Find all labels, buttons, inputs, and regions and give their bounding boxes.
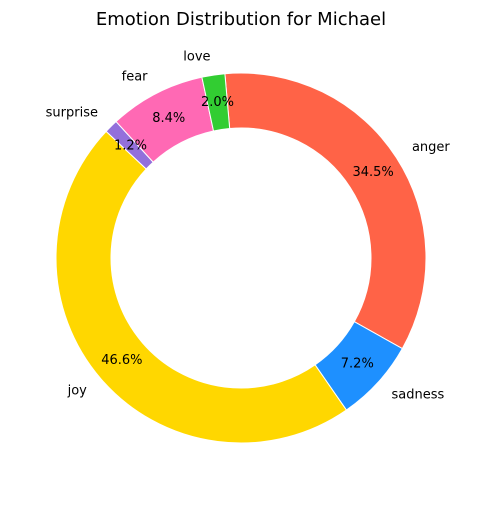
slice-percent-love: 2.0% — [201, 95, 234, 110]
slice-percent-sadness: 7.2% — [341, 356, 374, 371]
slice-label-fear: fear — [122, 70, 149, 85]
slice-labels: anger sadness joy surprise fear love — [46, 49, 451, 402]
slice-label-surprise: surprise — [46, 106, 98, 121]
slice-percent-labels: 34.5% 7.2% 46.6% 1.2% 8.4% 2.0% — [101, 95, 394, 371]
slice-label-sadness: sadness — [392, 387, 445, 402]
slice-anger — [224, 72, 427, 350]
slice-percent-surprise: 1.2% — [114, 139, 147, 154]
slice-joy — [55, 130, 348, 444]
slice-label-joy: joy — [67, 383, 88, 398]
slice-love — [201, 73, 231, 132]
slice-percent-joy: 46.6% — [101, 353, 142, 368]
slice-label-love: love — [183, 49, 210, 64]
slice-percent-anger: 34.5% — [352, 165, 393, 180]
slice-label-anger: anger — [412, 140, 450, 155]
slice-percent-fear: 8.4% — [152, 111, 185, 126]
chart-title: Emotion Distribution for Michael — [96, 9, 386, 30]
donut-slices — [55, 72, 427, 444]
